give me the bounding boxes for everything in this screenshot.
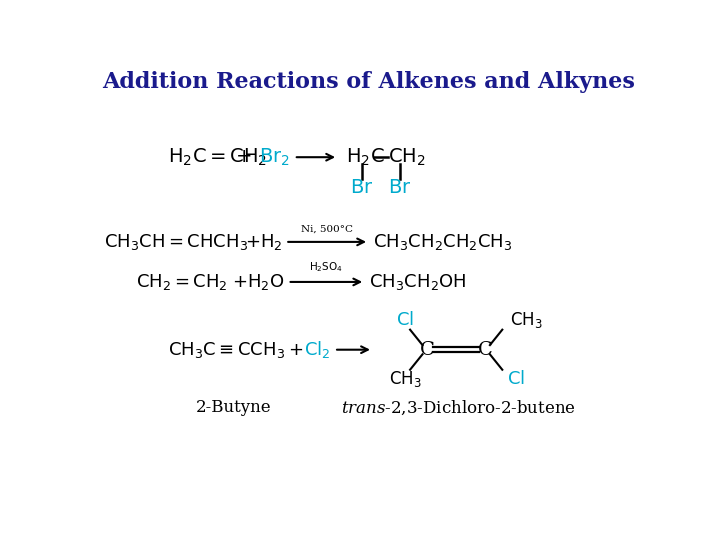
Text: $\mathsf{H_2C{=}CH_2}$: $\mathsf{H_2C{=}CH_2}$ <box>168 146 266 168</box>
Text: $\mathsf{Br}$: $\mathsf{Br}$ <box>351 179 374 197</box>
Text: $\mathsf{+\ }$: $\mathsf{+\ }$ <box>287 341 302 359</box>
Text: 2-Butyne: 2-Butyne <box>196 399 271 416</box>
Text: $\mathsf{CH_3}$: $\mathsf{CH_3}$ <box>510 310 543 330</box>
Text: $\mathsf{CH_2}$: $\mathsf{CH_2}$ <box>388 146 426 168</box>
Text: $\mathsf{Cl}$: $\mathsf{Cl}$ <box>507 370 525 388</box>
Text: $\mathsf{H_2C}$: $\mathsf{H_2C}$ <box>346 146 384 168</box>
Text: C: C <box>420 341 435 359</box>
Text: $\mathsf{Br}$: $\mathsf{Br}$ <box>388 179 412 197</box>
Text: $\mathsf{H_2SO_4}$: $\mathsf{H_2SO_4}$ <box>310 260 343 274</box>
Text: $\mathsf{CH_3}$: $\mathsf{CH_3}$ <box>389 369 422 389</box>
Text: C: C <box>478 341 492 359</box>
Text: $\mathit{trans}$-2,3-Dichloro-2-butene: $\mathit{trans}$-2,3-Dichloro-2-butene <box>341 399 575 417</box>
Text: $\mathsf{+H_2}$: $\mathsf{+H_2}$ <box>245 232 282 252</box>
Text: $\mathsf{CH_3C{\equiv}CCH_3}$: $\mathsf{CH_3C{\equiv}CCH_3}$ <box>168 340 284 360</box>
Text: $\mathsf{CH_2{=}CH_2}$: $\mathsf{CH_2{=}CH_2}$ <box>137 272 228 292</box>
Text: $\mathsf{CH_3CH_2CH_2CH_3}$: $\mathsf{CH_3CH_2CH_2CH_3}$ <box>373 232 513 252</box>
Text: Ni, 500°C: Ni, 500°C <box>301 225 353 233</box>
Text: $\mathsf{Cl_2}$: $\mathsf{Cl_2}$ <box>304 339 330 360</box>
Text: Addition Reactions of Alkenes and Alkynes: Addition Reactions of Alkenes and Alkyne… <box>102 71 636 93</box>
Text: $\mathsf{Cl}$: $\mathsf{Cl}$ <box>397 312 415 329</box>
Text: $\mathsf{Br_2}$: $\mathsf{Br_2}$ <box>259 146 289 168</box>
Text: $\mathsf{CH_3CH{=}CHCH_3}$: $\mathsf{CH_3CH{=}CHCH_3}$ <box>104 232 248 252</box>
Text: $\mathsf{+H_2O}$: $\mathsf{+H_2O}$ <box>232 272 284 292</box>
Text: $\mathsf{+}$: $\mathsf{+}$ <box>235 148 251 166</box>
Text: $\mathsf{CH_3CH_2OH}$: $\mathsf{CH_3CH_2OH}$ <box>369 272 467 292</box>
